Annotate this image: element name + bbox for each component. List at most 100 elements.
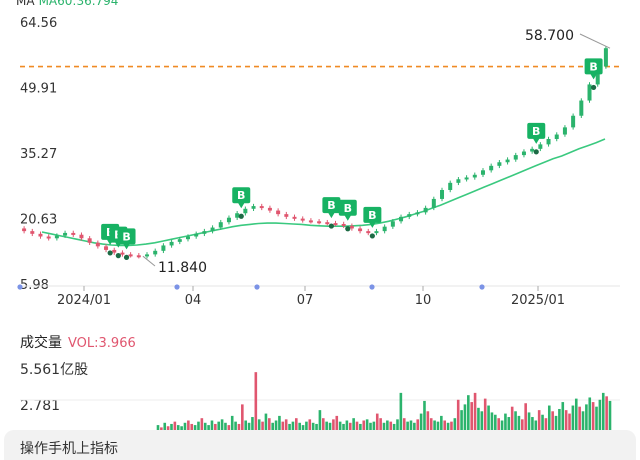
volume-bar <box>352 418 355 430</box>
volume-bar <box>392 423 396 430</box>
volume-bar <box>332 419 335 430</box>
candle-body <box>333 223 338 226</box>
buy-marker-dot <box>115 253 121 259</box>
volume-bar <box>163 422 167 430</box>
candle-body <box>579 100 584 116</box>
buy-marker-icon <box>338 199 357 221</box>
candle-body <box>22 228 27 232</box>
volume-bar <box>193 425 197 430</box>
volume-bar <box>318 410 322 430</box>
candle-body <box>530 148 535 152</box>
volume-bar <box>389 421 393 430</box>
volume-tick-label: 5.561亿股 <box>20 362 88 378</box>
volume-bar <box>554 415 558 430</box>
volume-bar <box>581 411 585 430</box>
volume-bar <box>308 419 312 430</box>
candle-body <box>341 223 346 226</box>
volume-bar <box>456 399 460 430</box>
volume-bar <box>578 406 581 430</box>
candle-body <box>505 159 510 163</box>
x-tick-label: 2024/01 <box>57 293 111 308</box>
bottom-panel[interactable]: 操作手机上指标 <box>4 430 636 460</box>
volume-value: VOL:3.966 <box>68 336 136 351</box>
x-tick-label: 10 <box>415 293 432 308</box>
volume-bar <box>426 411 430 430</box>
volume-bar <box>423 400 426 430</box>
candle-body <box>521 151 526 156</box>
volume-bar <box>585 404 588 430</box>
candle-body <box>382 226 387 232</box>
volume-header: 成交量 VOL:3.966 <box>20 332 136 352</box>
volume-bar <box>342 423 345 430</box>
volume-bar <box>504 413 507 430</box>
volume-bar <box>487 405 490 430</box>
candle-body <box>95 242 100 247</box>
ma-prefix: MA <box>16 0 35 8</box>
volume-bar <box>588 397 592 430</box>
volume-bar <box>483 398 487 430</box>
buy-marker-label: B <box>344 202 352 215</box>
volume-bar <box>443 420 447 430</box>
buy-marker-label: B <box>589 60 597 73</box>
volume-bar <box>359 423 362 430</box>
volume-bar <box>355 421 359 430</box>
volume-bar <box>311 422 315 430</box>
volume-bar <box>453 418 457 430</box>
volume-bar <box>514 411 517 430</box>
volume-bar <box>416 419 420 430</box>
volume-bar <box>450 421 453 430</box>
volume-bar <box>402 418 406 430</box>
candle-body <box>497 162 502 166</box>
volume-bar <box>571 405 575 430</box>
volume-tick-label: 2.781 <box>20 398 60 414</box>
candle-body <box>407 214 412 217</box>
volume-bar <box>598 399 602 430</box>
volume-bar <box>224 422 227 430</box>
candle-body <box>202 231 207 234</box>
volume-bar <box>264 413 268 430</box>
ma-line <box>41 138 606 247</box>
candle-body <box>120 252 125 255</box>
candle-body <box>456 179 461 183</box>
volume-bar <box>568 413 571 430</box>
volume-bar <box>190 423 194 430</box>
volume-bar <box>537 410 541 430</box>
candle-body <box>79 234 84 239</box>
candle-body <box>431 198 436 208</box>
candle-body <box>513 155 518 160</box>
buy-marker-dot <box>328 223 334 229</box>
candle-body <box>562 127 567 135</box>
volume-bar <box>200 418 204 430</box>
volume-bar <box>382 422 386 430</box>
volume-bar <box>507 417 511 430</box>
candle-body <box>87 238 92 243</box>
volume-bar <box>230 415 234 430</box>
candle-body <box>112 249 117 253</box>
candle-body <box>554 134 559 140</box>
candle-body <box>415 212 420 215</box>
volume-bar <box>237 423 241 430</box>
candle-body <box>595 66 600 85</box>
volume-bar <box>301 425 305 430</box>
volume-bar <box>591 402 595 430</box>
volume-bar <box>362 420 366 430</box>
volume-bar <box>257 419 261 430</box>
volume-bar <box>176 425 180 430</box>
volume-bar <box>564 410 568 430</box>
candle-body <box>325 222 330 225</box>
volume-bar <box>227 425 231 430</box>
indicator-strip: MA MA60:36.794 <box>16 0 118 8</box>
candle-body <box>292 216 297 219</box>
volume-bar <box>288 423 291 430</box>
volume-bar <box>429 418 433 430</box>
volume-bar <box>325 421 328 430</box>
volume-bar <box>315 423 318 430</box>
candle-body <box>128 254 133 257</box>
volume-bar <box>281 421 285 430</box>
volume-bar <box>470 402 474 430</box>
buy-marker-icon <box>232 187 251 209</box>
candle-body <box>374 231 379 234</box>
buy-marker-label: B <box>122 230 130 243</box>
candle-body <box>480 170 485 175</box>
